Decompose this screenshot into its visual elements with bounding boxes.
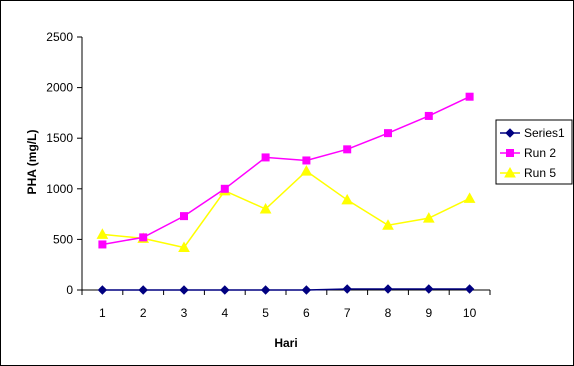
data-point — [343, 145, 352, 154]
legend-item: Run 2 — [500, 146, 556, 160]
x-axis-title: Hari — [274, 336, 297, 350]
data-point — [464, 284, 475, 294]
y-tick-label: 1000 — [46, 182, 73, 196]
data-point — [180, 212, 188, 221]
data-point — [341, 193, 354, 205]
data-point — [97, 285, 108, 295]
data-point — [261, 153, 270, 162]
x-tick-label: 7 — [344, 306, 351, 320]
data-point — [463, 192, 476, 203]
data-point — [424, 284, 434, 294]
x-tick-label: 6 — [303, 306, 310, 320]
data-point — [138, 285, 148, 295]
y-tick-label: 2500 — [46, 30, 73, 44]
data-point — [139, 233, 148, 242]
data-point — [300, 165, 313, 176]
series-line — [102, 96, 470, 246]
series-layer — [96, 92, 476, 295]
legend: Series1 Run 2 Run 5 — [495, 119, 573, 185]
series-line — [102, 288, 470, 291]
legend-label: Series1 — [524, 126, 565, 140]
legend-item: Series1 — [500, 126, 565, 140]
data-point — [96, 228, 109, 239]
legend-marker — [506, 149, 514, 157]
series-run-2 — [98, 92, 474, 249]
series-run-5 — [96, 165, 476, 252]
x-tick-label: 2 — [140, 306, 147, 320]
data-point — [422, 212, 435, 223]
data-point — [178, 241, 190, 252]
series-line — [102, 170, 470, 249]
x-tick-label: 3 — [181, 306, 188, 320]
y-tick-label: 0 — [66, 283, 73, 297]
x-tick-label: 5 — [262, 306, 269, 320]
y-axis-title: PHA (mg/L) — [25, 130, 39, 195]
data-point — [382, 219, 394, 230]
data-point — [384, 129, 392, 138]
data-point — [424, 111, 433, 120]
x-tick-label: 4 — [221, 306, 228, 320]
y-tick-label: 1500 — [46, 131, 73, 145]
legend-label: Run 5 — [524, 166, 556, 180]
data-point — [383, 284, 393, 294]
y-tick-label: 2000 — [46, 81, 73, 95]
data-point — [259, 203, 272, 214]
data-point — [301, 285, 312, 295]
legend-item: Run 5 — [500, 166, 556, 180]
legend-label: Run 2 — [524, 146, 556, 160]
data-point — [220, 285, 230, 295]
data-point — [98, 240, 107, 249]
legend-marker — [504, 166, 516, 178]
x-tick-label: 8 — [385, 306, 392, 320]
y-tick-label: 500 — [53, 232, 73, 246]
legend-marker — [505, 128, 515, 138]
data-point — [220, 184, 229, 193]
data-point — [179, 285, 189, 295]
y-axis: 0 500 1000 1500 2000 2500 — [46, 30, 83, 297]
x-tick-label: 1 — [99, 306, 106, 320]
series-series1 — [97, 284, 475, 295]
data-point — [260, 285, 271, 295]
data-point — [302, 156, 311, 165]
data-point — [465, 92, 474, 101]
x-tick-label: 10 — [463, 306, 477, 320]
x-tick-label: 9 — [425, 306, 432, 320]
data-point — [342, 284, 352, 294]
